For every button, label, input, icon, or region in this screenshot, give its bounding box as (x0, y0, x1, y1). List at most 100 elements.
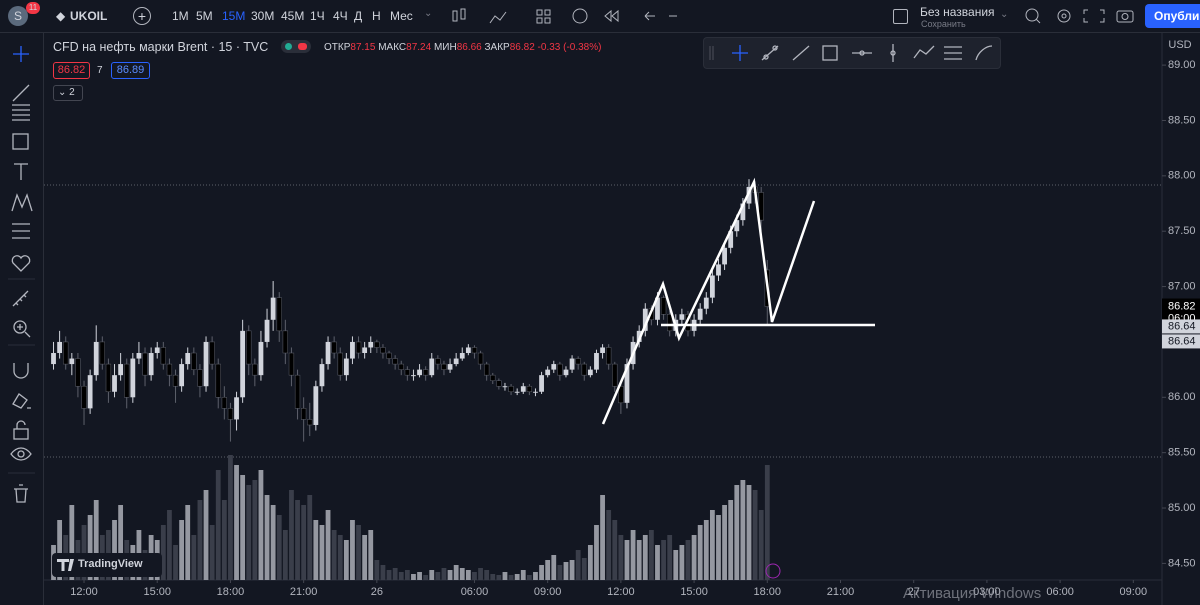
add-symbol[interactable]: + (133, 7, 151, 25)
interval[interactable]: 5М (196, 9, 213, 23)
interval[interactable]: Мес (390, 9, 413, 23)
chevron[interactable]: ⌄ (1000, 9, 1009, 20)
axes: 89.00 88.50 88.00 87.50 87.00 86.00 85.50 85.00… (70, 59, 1200, 598)
price-label-box (1162, 319, 1200, 334)
interval[interactable]: Н (372, 9, 381, 23)
candle-body (325, 341, 331, 365)
chevron[interactable]: ⌄ (424, 8, 433, 19)
candle-body (612, 363, 618, 387)
volume-bar (301, 505, 307, 580)
interval[interactable]: Д (354, 9, 363, 23)
icons[interactable] (709, 44, 993, 62)
volume-bar (362, 535, 368, 580)
label: ОТКР (324, 42, 351, 53)
candle-body (520, 386, 526, 392)
candle-body (99, 341, 105, 365)
volume-bar (307, 495, 313, 580)
candle-body (441, 363, 447, 370)
icons (452, 8, 677, 24)
interval[interactable]: 1М (172, 9, 189, 23)
candle-body (533, 391, 538, 393)
user-drawing[interactable] (601, 177, 816, 425)
candle-body (697, 308, 703, 320)
y-tick-label: 85.50 (1168, 447, 1196, 459)
candle-body (105, 363, 112, 393)
x-tick-label: 06:00 (461, 586, 489, 598)
collapse[interactable]: ⌄ 2 (53, 85, 83, 101)
y-tick-label: 89.00 (1168, 59, 1196, 71)
candle-body (642, 308, 648, 331)
x-tick-label: 21:00 (290, 586, 318, 598)
candle-body (319, 364, 325, 387)
candle-body (740, 203, 746, 221)
volume-bar (569, 560, 575, 580)
candle-body (660, 297, 667, 315)
candle-body (307, 419, 313, 426)
layout-icon[interactable] (893, 9, 908, 24)
bid[interactable]: 86.82 (53, 62, 90, 79)
volume-layer (51, 455, 770, 580)
x-tick-label: 12:00 (70, 586, 98, 598)
candle-body (57, 341, 63, 354)
candle-body (545, 369, 551, 376)
label: МИН (433, 42, 457, 53)
publish-button[interactable]: Опублик (1145, 4, 1200, 28)
volume-bar (490, 574, 496, 580)
candle-body (557, 363, 563, 376)
symbol[interactable]: UKOIL (70, 9, 108, 23)
interval[interactable]: 4Ч (333, 9, 348, 23)
volume-bar (191, 535, 197, 580)
volume-bar (563, 562, 569, 580)
price-label-box (1162, 334, 1200, 349)
candle-body (453, 358, 459, 365)
layout-name[interactable]: Без названия (920, 5, 995, 19)
status-toggle[interactable] (281, 40, 311, 53)
volume-bar (325, 510, 331, 580)
interval[interactable]: 1Ч (310, 9, 325, 23)
volume-bar (423, 575, 429, 580)
value: 87.24 (406, 42, 432, 53)
volume-bar (69, 505, 75, 580)
volume-bar (221, 500, 227, 580)
y-tick-label: 87.50 (1168, 225, 1196, 237)
candle-body (716, 264, 721, 276)
interval[interactable]: 45М (281, 9, 305, 23)
candle-body (758, 192, 764, 221)
volume-bar (752, 490, 758, 580)
drawing-tools (8, 46, 35, 503)
volume-bar (520, 570, 526, 580)
volume-bar (276, 515, 282, 580)
candle-body (264, 319, 270, 342)
y-tick-label: 84.50 (1168, 557, 1196, 569)
save-status: Сохранить (921, 19, 966, 29)
volume-bar (545, 560, 551, 580)
drop-icon: ◆ (56, 9, 66, 23)
ask[interactable]: 86.89 (111, 62, 150, 79)
volume-bar (179, 520, 185, 580)
tool-icons[interactable] (10, 46, 33, 503)
candle-body (81, 385, 87, 409)
volume-bar (398, 572, 404, 580)
x-tick-label: 12:00 (607, 586, 635, 598)
candle-body (276, 297, 282, 332)
interval[interactable]: 30М (251, 9, 275, 23)
candle-body (703, 297, 709, 309)
volume-bar (429, 570, 435, 580)
legend-title: CFD на нефть марки Brent · 15 · TVC (53, 40, 269, 54)
volume-bar (374, 560, 380, 580)
candle-body (722, 247, 727, 265)
watermark-bg (52, 553, 162, 577)
candle-body (252, 363, 258, 376)
flash-icon[interactable] (765, 563, 781, 579)
avatar[interactable]: S (8, 6, 28, 26)
volume-bar (600, 495, 605, 580)
interval[interactable]: 15М (222, 9, 246, 23)
candle-body (215, 363, 221, 398)
candle-body (709, 275, 715, 298)
change: -0.33 (-0.38%) (537, 42, 602, 53)
candle-body (490, 374, 496, 381)
volume-bar (459, 568, 465, 580)
volume-bar (215, 470, 221, 580)
volume-bar (606, 510, 612, 580)
